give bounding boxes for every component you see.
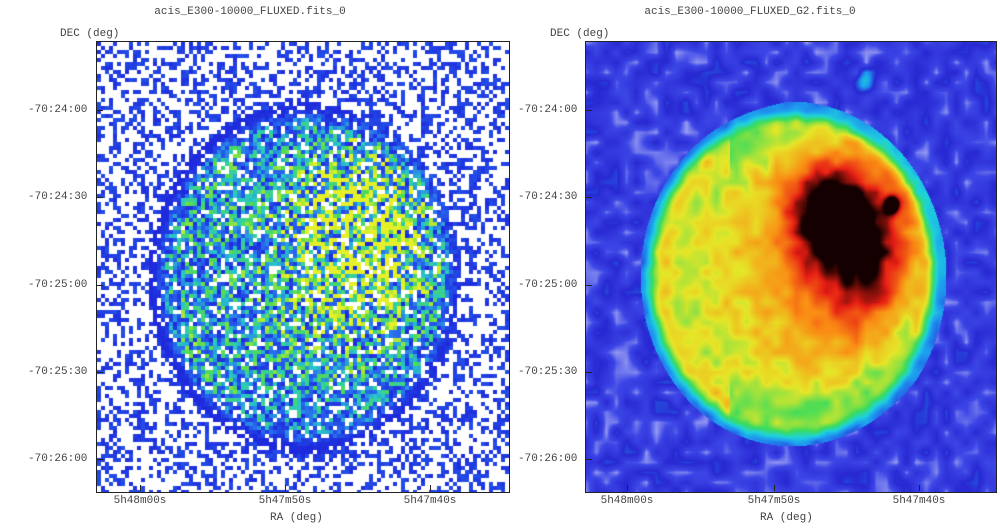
x-tick-mark — [774, 485, 775, 491]
xray-counts-image — [97, 42, 509, 492]
y-tick-mark — [97, 459, 103, 460]
image-frame-raw[interactable] — [96, 41, 510, 493]
y-tick-label: -70:25:00 — [518, 279, 578, 291]
x-tick-mark — [430, 485, 431, 491]
image-frame-smoothed[interactable] — [585, 41, 997, 493]
y-tick-mark — [97, 110, 103, 111]
x-tick-label: 5h47m40s — [892, 495, 946, 507]
x-tick-label: 5h48m00s — [113, 495, 167, 507]
x-tick-label: 5h47m50s — [747, 495, 801, 507]
x-tick-mark — [627, 485, 628, 491]
y-tick-label: -70:25:30 — [28, 366, 88, 378]
y-tick-mark — [586, 110, 592, 111]
y-tick-label: -70:25:30 — [518, 366, 578, 378]
y-tick-mark — [97, 197, 103, 198]
x-axis-label: RA (deg) — [270, 512, 323, 524]
y-tick-label: -70:26:00 — [28, 453, 88, 465]
y-tick-mark — [97, 372, 103, 373]
y-tick-label: -70:24:30 — [518, 191, 578, 203]
y-tick-mark — [586, 372, 592, 373]
x-tick-label: 5h48m00s — [600, 495, 654, 507]
smoothed-xray-image — [586, 42, 996, 492]
y-tick-label: -70:24:30 — [28, 191, 88, 203]
y-axis-label: DEC (deg) — [550, 28, 610, 40]
image-panel-smoothed: acis_E300-10000_FLUXED_G2.fits_0 DEC (de… — [500, 0, 1000, 532]
y-tick-mark — [97, 285, 103, 286]
panel-title: acis_E300-10000_FLUXED_G2.fits_0 — [644, 6, 856, 18]
y-tick-mark — [586, 197, 592, 198]
y-axis-label: DEC (deg) — [60, 28, 120, 40]
y-tick-mark — [586, 459, 592, 460]
x-tick-mark — [285, 485, 286, 491]
x-tick-label: 5h47m50s — [258, 495, 312, 507]
panel-title: acis_E300-10000_FLUXED.fits_0 — [154, 6, 346, 18]
image-panel-raw: acis_E300-10000_FLUXED.fits_0 DEC (deg) … — [28, 6, 510, 524]
y-tick-label: -70:25:00 — [28, 279, 88, 291]
y-tick-mark — [586, 285, 592, 286]
x-tick-label: 5h47m40s — [403, 495, 457, 507]
y-tick-label: -70:26:00 — [518, 453, 578, 465]
y-tick-label: -70:24:00 — [518, 104, 578, 116]
x-axis-label: RA (deg) — [760, 512, 813, 524]
y-tick-label: -70:24:00 — [28, 104, 88, 116]
x-tick-mark — [140, 485, 141, 491]
x-tick-mark — [919, 485, 920, 491]
